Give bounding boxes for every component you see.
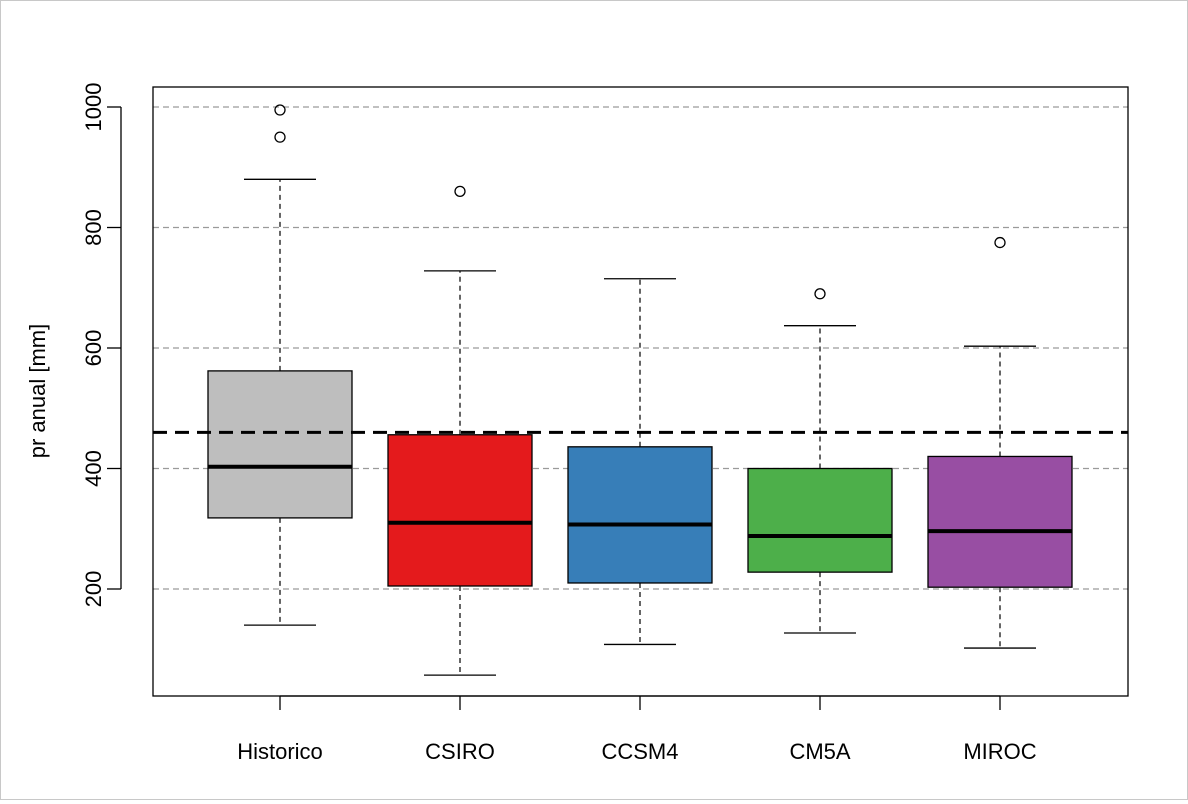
box-historico (207, 104, 353, 626)
box-iqr (927, 455, 1073, 588)
outlier-point (814, 288, 826, 300)
box-csiro (387, 185, 533, 676)
x-axis: Historico CSIRO CCSM4 CM5A MIROC (237, 695, 1037, 764)
y-tick-label: 400 (81, 450, 106, 487)
x-tick-label: MIROC (963, 739, 1036, 764)
outlier-point (274, 104, 286, 116)
box-iqr (207, 370, 353, 519)
x-tick-label: Historico (237, 739, 323, 764)
box-iqr (747, 467, 893, 573)
box-iqr (387, 434, 533, 587)
y-tick-label: 600 (81, 330, 106, 367)
box-ccsm4 (567, 278, 713, 646)
y-tick-label: 800 (81, 209, 106, 246)
x-tick-label: CM5A (789, 739, 850, 764)
outlier-point (454, 185, 466, 198)
y-tick-label: 1000 (81, 83, 106, 132)
outlier-point (994, 236, 1006, 249)
boxes (207, 104, 1073, 676)
y-tick-label: 200 (81, 571, 106, 608)
x-tick-label: CCSM4 (601, 739, 678, 764)
x-tick-label: CSIRO (425, 739, 495, 764)
box-cm5a (747, 288, 893, 634)
y-axis: 200 400 600 800 1000 (81, 83, 122, 608)
box-miroc (927, 236, 1073, 649)
y-axis-label: pr anual [mm] (25, 324, 50, 459)
box-iqr (567, 446, 713, 584)
outlier-point (274, 131, 286, 143)
